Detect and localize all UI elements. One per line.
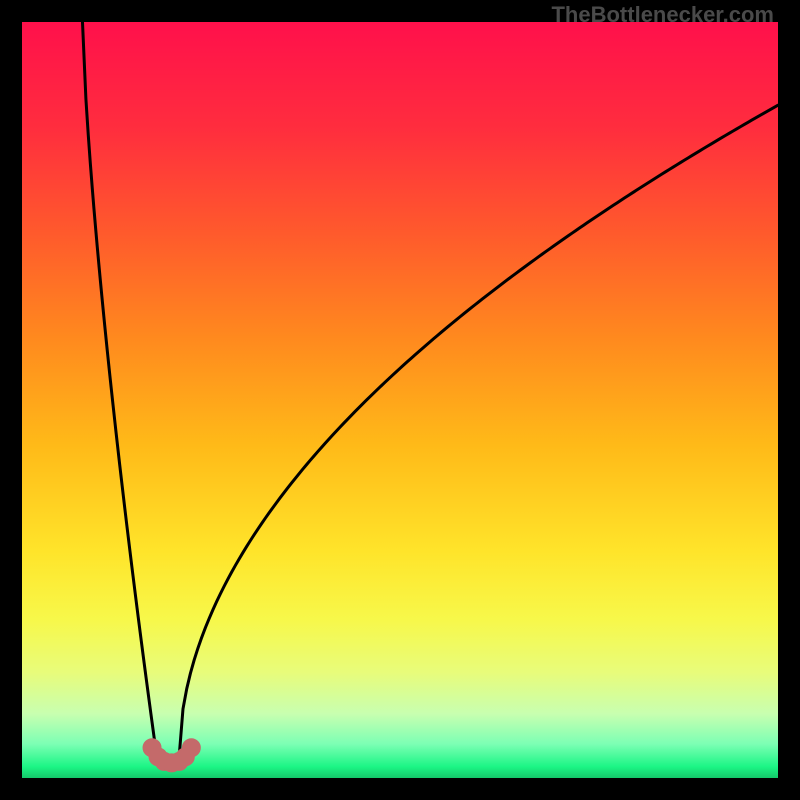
curve-layer (22, 22, 778, 778)
bottleneck-curve (82, 22, 778, 761)
valley-marker (182, 739, 200, 757)
valley-markers (143, 739, 200, 772)
plot-area (22, 22, 778, 778)
chart-container: TheBottlenecker.com (0, 0, 800, 800)
watermark-text: TheBottlenecker.com (551, 2, 774, 28)
